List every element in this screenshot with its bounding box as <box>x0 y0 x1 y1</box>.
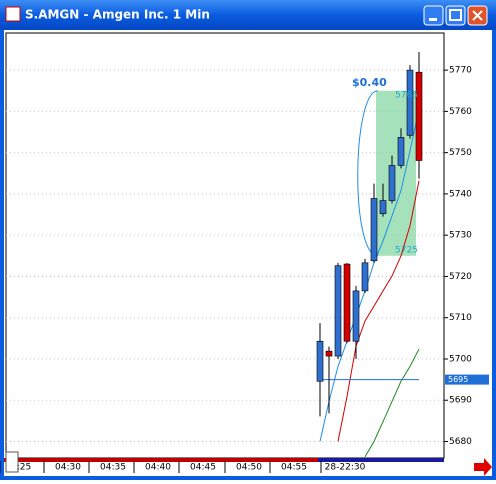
app-icon <box>5 6 21 22</box>
range-change: $0.40 <box>352 76 387 89</box>
price-tag-bg <box>445 374 489 385</box>
indicator-line <box>364 348 420 458</box>
x-tick-label: :25 <box>17 463 31 473</box>
y-tick-label: 5760 <box>449 107 472 117</box>
candle-body <box>361 262 369 292</box>
candle-body <box>325 350 333 357</box>
indicator-line <box>337 180 420 442</box>
x-tick-label: 04:35 <box>100 463 126 473</box>
minimize-button[interactable] <box>423 5 444 26</box>
price-tag: 5695 <box>448 375 468 384</box>
x-tick-label: 04:45 <box>190 463 216 473</box>
range-label: 5725 <box>395 245 418 255</box>
y-tick-label: 5740 <box>449 189 472 199</box>
x-tick-label: 04:55 <box>281 463 307 473</box>
candle-body <box>343 263 351 342</box>
x-tick-label: 04:30 <box>55 463 81 473</box>
candle-body <box>370 198 378 262</box>
x-tick-label: 04:40 <box>145 463 171 473</box>
candle-body <box>415 71 423 161</box>
time-strip-old <box>4 458 318 462</box>
plot-content <box>6 51 444 458</box>
y-tick-label: 5690 <box>449 396 472 406</box>
y-tick-label: 5710 <box>449 313 472 323</box>
y-tick-label: 5700 <box>449 354 472 364</box>
candle-body <box>316 340 324 382</box>
close-icon <box>472 10 483 21</box>
candle-body <box>397 137 405 166</box>
scroll-box[interactable] <box>5 451 19 473</box>
y-tick-label: 5750 <box>449 148 472 158</box>
x-tick-label: 04:50 <box>236 463 262 473</box>
candle-body <box>379 200 387 215</box>
scroll-right-arrow[interactable] <box>474 458 492 476</box>
indicator-line <box>319 110 420 442</box>
range-arc <box>357 90 379 257</box>
y-tick-label: 5680 <box>449 437 472 447</box>
candle-body <box>352 290 360 342</box>
maximize-icon <box>449 9 462 21</box>
y-tick-label: 5730 <box>449 231 472 241</box>
range-label: 5765 <box>395 90 418 100</box>
title-bar <box>0 0 496 30</box>
window-title: S.AMGN - Amgen Inc. 1 Min <box>25 8 210 22</box>
candle-body <box>406 69 414 136</box>
candle-body <box>334 265 342 357</box>
maximize-button[interactable] <box>445 5 466 26</box>
y-tick-label: 5720 <box>449 272 472 282</box>
y-tick-label: 5770 <box>449 66 472 76</box>
candle-body <box>388 165 396 201</box>
x-tick-label: 28-22:30 <box>325 463 366 473</box>
minimize-icon <box>429 18 437 21</box>
